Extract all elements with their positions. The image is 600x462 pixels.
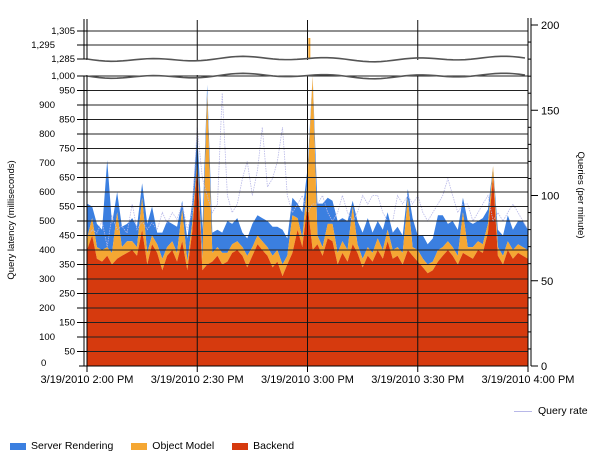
y-tick-label: 400 [39,245,55,256]
axis-break-upper [86,55,526,63]
y-tick-label: 250 [59,289,75,300]
y-tick-label: 650 [59,173,75,184]
x-tick-label: 3/19/2010 2:00 PM [41,374,134,386]
y2-tick-label: 150 [541,105,559,117]
legend-query-rate-label: Query rate [538,405,588,417]
y-tick-label: 1,000 [51,71,75,82]
y-tick-label: 550 [59,202,75,213]
y-tick-label: 1,295 [31,40,55,51]
legend-item-server-rendering: Server Rendering [10,440,113,452]
y-tick-label: 100 [39,332,55,343]
y-tick-label: 800 [39,129,55,140]
y-tick-label: 350 [59,260,75,271]
y-tick-label: 900 [39,100,55,111]
axes: 0501001502002503003504004505005506006507… [31,18,574,386]
axis-break-lower [86,72,526,80]
y2-axis-title: Queries (per minute) [575,151,586,238]
y-tick-label: 150 [59,318,75,329]
legend-label: Backend [253,440,295,452]
y2-tick-label: 200 [541,20,559,32]
x-tick-label: 3/19/2010 4:00 PM [482,374,575,386]
x-tick-label: 3/19/2010 3:30 PM [371,374,464,386]
y-tick-label: 0 [41,358,46,369]
y-tick-label: 500 [39,216,55,227]
y-tick-label: 600 [39,187,55,198]
legend-item-object-model: Object Model [131,440,214,452]
legend-label: Object Model [152,440,215,452]
legend-label: Server Rendering [31,440,114,452]
legend-query-rate: Query rate [514,405,588,417]
legend-item-backend: Backend [232,440,294,452]
axis-break-gap [86,60,529,75]
legend: Server Rendering Object Model Backend [10,440,294,452]
query-rate-line-swatch [514,410,532,412]
y-tick-label: 50 [64,347,75,358]
x-tick-label: 3/19/2010 2:30 PM [151,374,244,386]
y-tick-label: 950 [59,86,75,97]
y-tick-label: 750 [59,144,75,155]
gridlines [86,20,529,366]
y2-tick-label: 100 [541,191,559,203]
y-tick-label: 1,285 [51,54,75,65]
y2-tick-label: 0 [541,361,547,373]
server-rendering-swatch [10,442,26,450]
y-axis-title: Query latency (milliseconds) [6,160,17,279]
y2-tick-label: 50 [541,276,553,288]
y-tick-label: 700 [39,158,55,169]
y-tick-label: 450 [59,231,75,242]
y-tick-label: 850 [59,115,75,126]
backend-swatch [232,442,249,450]
y-tick-label: 1,305 [51,26,75,37]
y-tick-label: 300 [39,274,55,285]
y-tick-label: 200 [39,303,55,314]
object-model-swatch [131,442,148,450]
x-tick-label: 3/19/2010 3:00 PM [261,374,354,386]
